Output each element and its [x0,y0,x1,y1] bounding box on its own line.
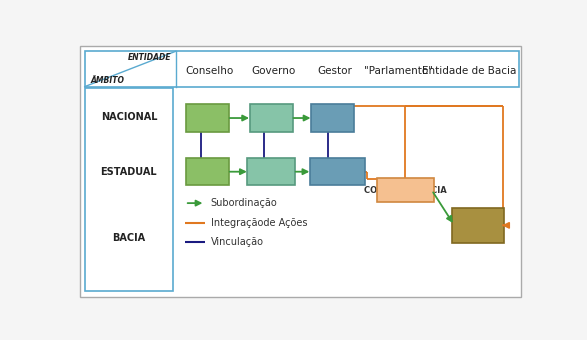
FancyBboxPatch shape [377,177,434,202]
FancyBboxPatch shape [85,88,174,291]
Text: ÓRGÃO OU ENTIDADE
ESTADUAL: ÓRGÃO OU ENTIDADE ESTADUAL [286,162,388,182]
Text: Integraçãode Ações: Integraçãode Ações [211,218,307,228]
Text: COMITÊ DE BACIA: COMITÊ DE BACIA [364,186,447,194]
Text: ÂMBITO: ÂMBITO [90,76,124,85]
FancyBboxPatch shape [310,158,365,185]
FancyBboxPatch shape [247,158,295,185]
Text: Conselho: Conselho [185,66,234,76]
Text: CERH: CERH [191,167,224,177]
Text: GOV. DO ESTADO: GOV. DO ESTADO [228,167,314,176]
FancyBboxPatch shape [186,158,229,185]
Text: Vinculação: Vinculação [211,237,264,248]
Text: Gestor: Gestor [318,66,352,76]
Text: BACIA: BACIA [112,234,146,243]
Text: NACIONAL: NACIONAL [100,112,157,122]
FancyBboxPatch shape [85,51,519,87]
FancyBboxPatch shape [186,104,229,132]
Text: AGÊNCIA DE
BACIA: AGÊNCIA DE BACIA [445,215,511,236]
Text: Subordinação: Subordinação [211,198,278,208]
Text: "Parlamento": "Parlamento" [364,66,433,76]
Text: ESTADUAL: ESTADUAL [100,167,157,177]
FancyBboxPatch shape [249,104,293,132]
Text: MMA/SRH: MMA/SRH [245,113,298,123]
Text: ENTIDADE: ENTIDADE [127,53,171,62]
Text: ANA: ANA [319,113,346,123]
FancyBboxPatch shape [80,46,521,298]
Text: Entidade de Bacia: Entidade de Bacia [422,66,517,76]
FancyBboxPatch shape [452,208,504,243]
FancyBboxPatch shape [311,104,355,132]
Text: CNRH: CNRH [190,113,225,123]
Text: Governo: Governo [251,66,296,76]
